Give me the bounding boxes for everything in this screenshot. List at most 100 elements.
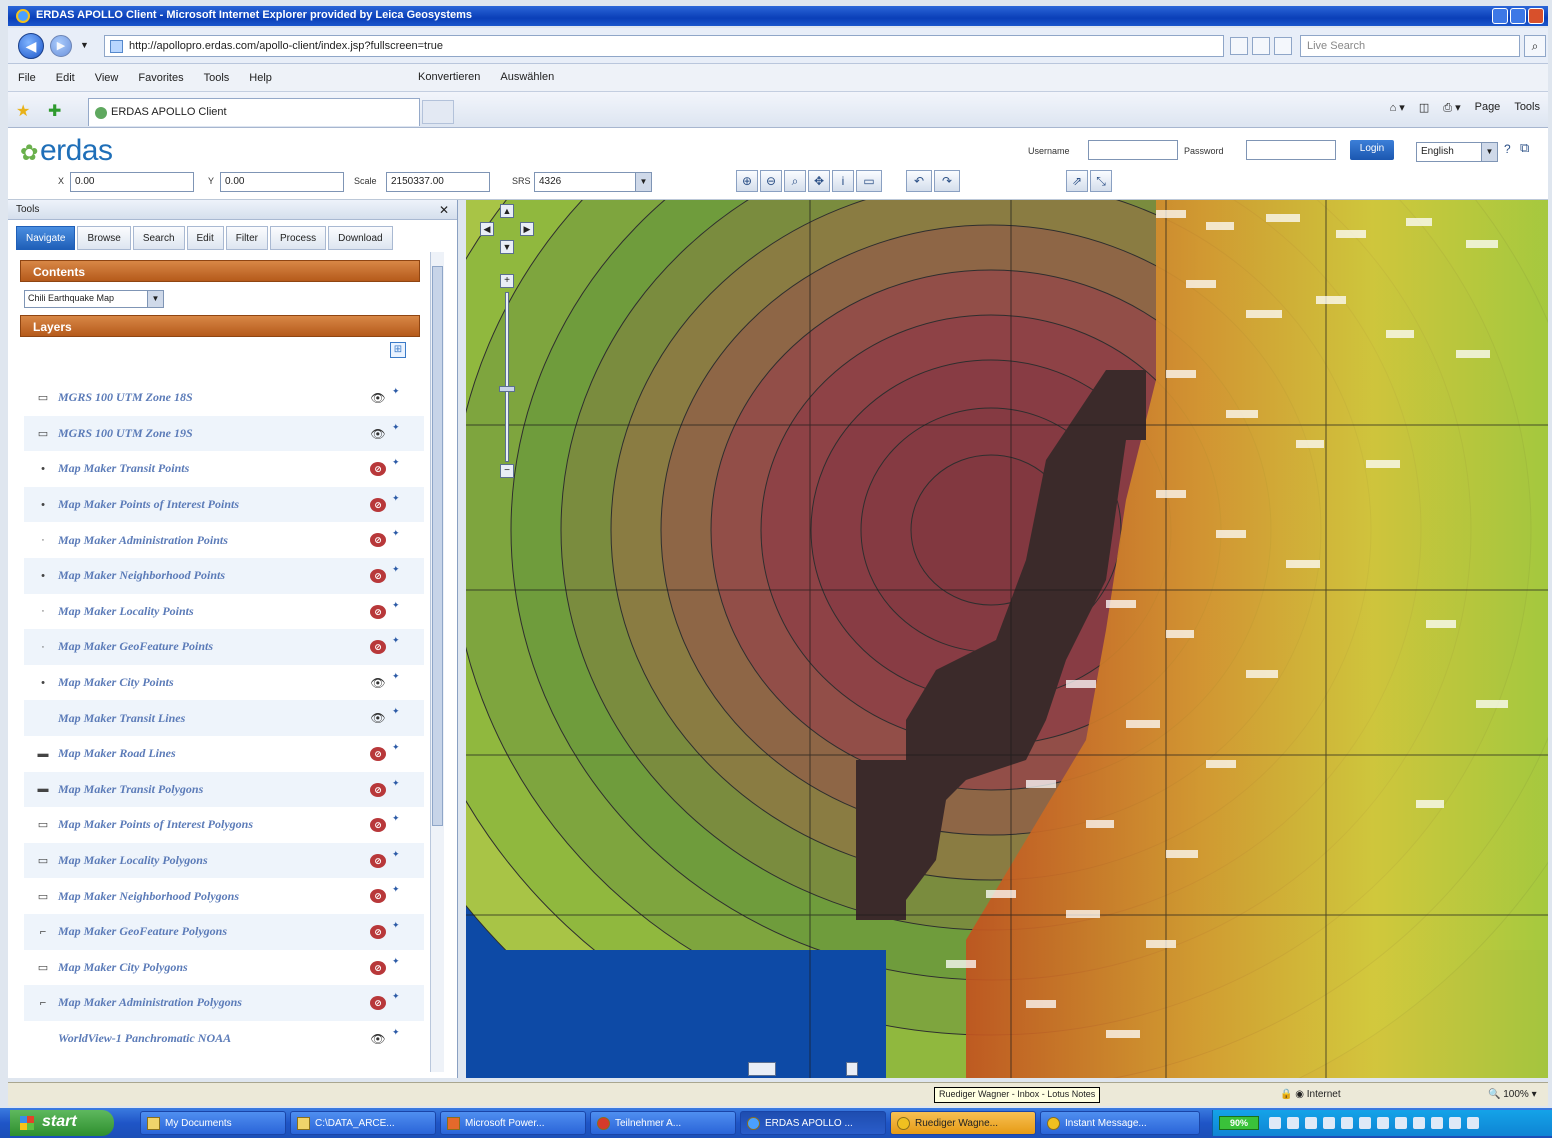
menu-help[interactable]: Help bbox=[249, 71, 272, 84]
layer-options-icon[interactable]: ✦ bbox=[392, 563, 400, 574]
task-explorer-folder[interactable]: C:\DATA_ARCE... bbox=[290, 1111, 436, 1135]
task-instant-messaging[interactable]: Instant Message... bbox=[1040, 1111, 1200, 1135]
zoom-level[interactable]: 🔍 100% ▾ bbox=[1488, 1089, 1537, 1100]
tray-volume-icon[interactable] bbox=[1287, 1117, 1299, 1129]
layer-options-icon[interactable]: ✦ bbox=[392, 991, 400, 1002]
layer-row[interactable]: • Map Maker City Points 👁 ✦ bbox=[24, 665, 424, 701]
layer-row[interactable]: ▭ Map Maker City Polygons ⊘ ✦ bbox=[24, 950, 424, 986]
full-extent-icon[interactable]: ▭ bbox=[856, 170, 882, 192]
layer-row[interactable]: ▭ Map Maker Neighborhood Polygons ⊘ ✦ bbox=[24, 878, 424, 914]
tab-download[interactable]: Download bbox=[328, 226, 393, 250]
new-tab-button[interactable] bbox=[422, 100, 454, 124]
overview-toggle[interactable] bbox=[846, 1062, 858, 1076]
search-icon[interactable]: ⌕ bbox=[1524, 35, 1546, 57]
map-view[interactable]: ▲ ◀ ▶ ▼ + − bbox=[466, 200, 1548, 1078]
hidden-icon[interactable]: ⊘ bbox=[370, 853, 386, 868]
tray-bluetooth-icon[interactable] bbox=[1359, 1117, 1371, 1129]
layer-row[interactable]: • Map Maker Neighborhood Points ⊘ ✦ bbox=[24, 557, 424, 594]
layer-row[interactable]: ▬ Map Maker Transit Polygons ⊘ ✦ bbox=[24, 771, 424, 808]
layer-options-icon[interactable]: ✦ bbox=[392, 528, 400, 539]
x-coordinate-field[interactable]: 0.00 bbox=[70, 172, 194, 192]
url-dropdown-icon[interactable] bbox=[1230, 37, 1248, 55]
layer-options-icon[interactable]: ✦ bbox=[392, 706, 400, 717]
layer-options-icon[interactable]: ✦ bbox=[392, 813, 400, 824]
scalebar-toggle[interactable] bbox=[748, 1062, 776, 1076]
tray-network-icon[interactable] bbox=[1269, 1117, 1281, 1129]
hidden-icon[interactable]: ⊘ bbox=[370, 924, 386, 939]
tray-antivirus-icon[interactable] bbox=[1395, 1117, 1407, 1129]
zoom-in-icon[interactable]: ⊕ bbox=[736, 170, 758, 192]
forward-extent-icon[interactable]: ↷ bbox=[934, 170, 960, 192]
tray-sync-icon[interactable] bbox=[1449, 1117, 1461, 1129]
task-lotus-notes[interactable]: Ruediger Wagne... bbox=[890, 1111, 1036, 1135]
close-icon[interactable]: ✕ bbox=[438, 203, 449, 217]
feeds-icon[interactable]: ◫ bbox=[1418, 102, 1430, 114]
hidden-icon[interactable]: ⊘ bbox=[370, 640, 386, 655]
tab-browse[interactable]: Browse bbox=[77, 226, 131, 250]
layer-row[interactable]: · Map Maker Locality Points ⊘ ✦ bbox=[24, 594, 424, 630]
layer-options-icon[interactable]: ✦ bbox=[392, 741, 400, 752]
hidden-icon[interactable]: ⊘ bbox=[370, 462, 386, 477]
zoom-slider-track[interactable] bbox=[505, 292, 509, 462]
task-my-documents[interactable]: My Documents bbox=[140, 1111, 286, 1135]
add-favorite-icon[interactable]: ✚ bbox=[48, 103, 62, 120]
map-canvas[interactable] bbox=[466, 200, 1548, 1078]
page-menu[interactable]: Page bbox=[1474, 101, 1501, 113]
hidden-icon[interactable]: ⊘ bbox=[370, 604, 386, 619]
print-icon[interactable]: ⎙ ▾ bbox=[1443, 102, 1461, 114]
layer-row[interactable]: ⌐ Map Maker Administration Polygons ⊘ ✦ bbox=[24, 985, 424, 1021]
url-field[interactable]: http://apollopro.erdas.com/apollo-client… bbox=[104, 35, 1224, 57]
layer-row[interactable]: ▭ Map Maker Locality Polygons ⊘ ✦ bbox=[24, 842, 424, 879]
layer-row[interactable]: • Map Maker Transit Points ⊘ ✦ bbox=[24, 451, 424, 487]
help-icon[interactable]: ? bbox=[1504, 142, 1511, 156]
tab-search[interactable]: Search bbox=[132, 226, 185, 250]
info-icon[interactable]: i bbox=[832, 170, 854, 192]
pan-left-icon[interactable]: ◀ bbox=[480, 222, 494, 236]
tab-process[interactable]: Process bbox=[269, 226, 327, 250]
layer-row[interactable]: · Map Maker Administration Points ⊘ ✦ bbox=[24, 522, 424, 558]
favorites-star-icon[interactable]: ★ bbox=[16, 103, 31, 120]
map-zoom-in-icon[interactable]: + bbox=[500, 274, 514, 288]
layer-row[interactable]: • Map Maker Points of Interest Points ⊘ ✦ bbox=[24, 486, 424, 523]
contents-section-header[interactable]: Contents bbox=[20, 260, 420, 282]
zoom-box-icon[interactable]: ⌕ bbox=[784, 170, 806, 192]
layer-options-icon[interactable]: ✦ bbox=[392, 492, 400, 503]
pan-right-icon[interactable]: ▶ bbox=[520, 222, 534, 236]
fullscreen-icon[interactable]: ⧉ bbox=[1520, 140, 1530, 155]
layer-row[interactable]: WorldView-1 Panchromatic NOAA 👁 ✦ bbox=[24, 1021, 424, 1057]
layer-row[interactable]: ▭ MGRS 100 UTM Zone 19S 👁 ✦ bbox=[24, 415, 424, 452]
tray-power-icon[interactable] bbox=[1431, 1117, 1443, 1129]
zoom-out-icon[interactable]: ⊖ bbox=[760, 170, 782, 192]
maximize-button[interactable] bbox=[1510, 8, 1526, 24]
home-icon[interactable]: ⌂ ▾ bbox=[1389, 102, 1405, 114]
layer-row[interactable]: ▭ Map Maker Points of Interest Polygons ⊘ ✦ bbox=[24, 807, 424, 843]
layer-row[interactable]: ⌐ Map Maker GeoFeature Polygons ⊘ ✦ bbox=[24, 913, 424, 950]
eye-icon[interactable]: 👁 bbox=[370, 391, 386, 405]
layer-options-icon[interactable]: ✦ bbox=[392, 955, 400, 966]
pan-up-icon[interactable]: ▲ bbox=[500, 204, 514, 218]
layer-options-icon[interactable]: ✦ bbox=[392, 457, 400, 468]
select-button[interactable]: Auswählen bbox=[500, 71, 555, 83]
layer-options-icon[interactable]: ✦ bbox=[392, 421, 400, 432]
start-button[interactable]: start bbox=[10, 1110, 114, 1136]
hidden-icon[interactable]: ⊘ bbox=[370, 533, 386, 548]
close-button[interactable] bbox=[1528, 8, 1544, 24]
expand-layers-icon[interactable]: ⊞ bbox=[390, 342, 406, 358]
back-button[interactable]: ◀ bbox=[18, 33, 44, 59]
scrollbar-thumb[interactable] bbox=[432, 266, 443, 826]
hidden-icon[interactable]: ⊘ bbox=[370, 782, 386, 797]
y-coordinate-field[interactable]: 0.00 bbox=[220, 172, 344, 192]
password-field[interactable] bbox=[1246, 140, 1336, 160]
tray-display-icon[interactable] bbox=[1413, 1117, 1425, 1129]
tray-language-icon[interactable] bbox=[1467, 1117, 1479, 1129]
layers-section-header[interactable]: Layers bbox=[20, 315, 420, 337]
eye-icon[interactable]: 👁 bbox=[370, 675, 386, 690]
tray-update-icon[interactable] bbox=[1323, 1117, 1335, 1129]
layer-options-icon[interactable]: ✦ bbox=[392, 884, 400, 895]
map-zoom-out-icon[interactable]: − bbox=[500, 464, 514, 478]
task-powerpoint[interactable]: Microsoft Power... bbox=[440, 1111, 586, 1135]
tab-filter[interactable]: Filter bbox=[225, 226, 268, 250]
menu-edit[interactable]: Edit bbox=[55, 71, 75, 84]
minimize-button[interactable] bbox=[1492, 8, 1508, 24]
tab-navigate[interactable]: Navigate bbox=[16, 226, 76, 250]
